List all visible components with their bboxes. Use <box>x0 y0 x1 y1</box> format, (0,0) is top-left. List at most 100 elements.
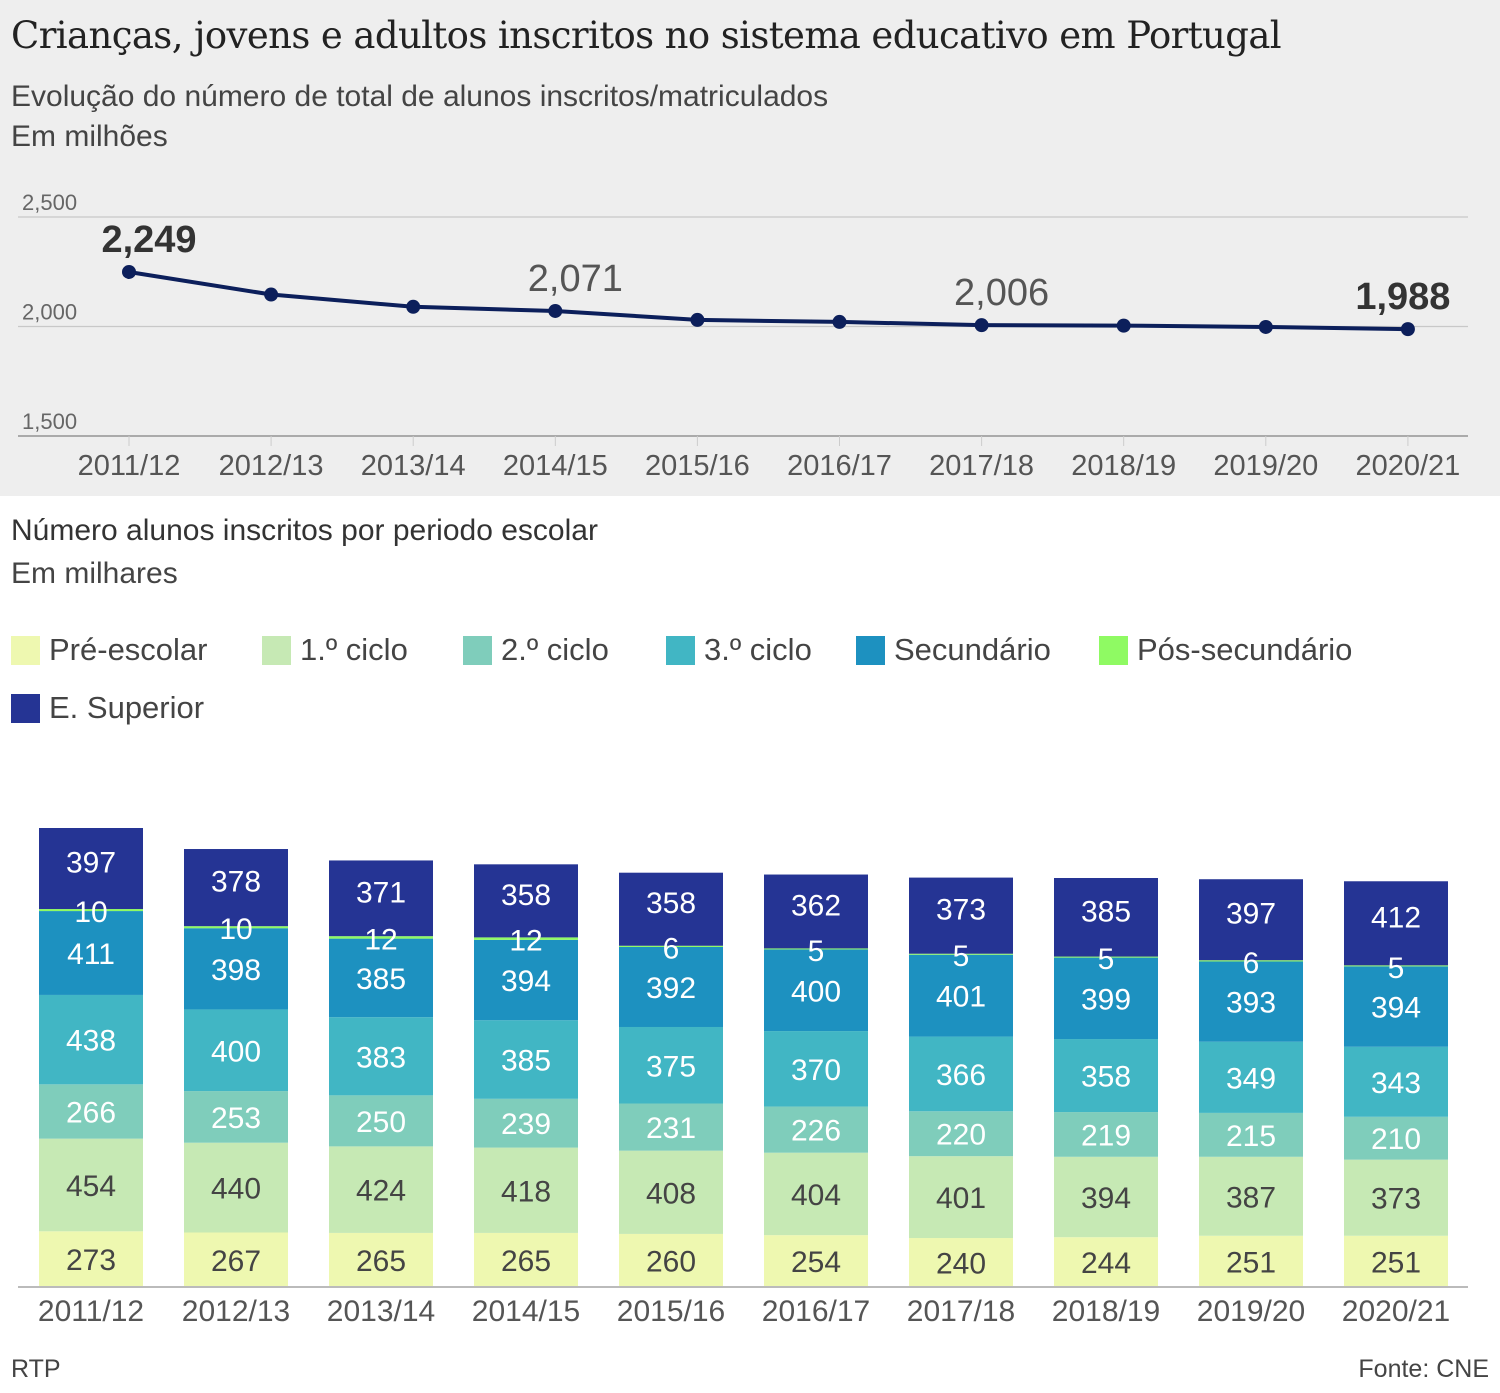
bar-value-label: 239 <box>501 1108 551 1141</box>
line-chart-unit: Em milhões <box>11 120 168 153</box>
bar-value-label: 362 <box>791 889 841 922</box>
bar-value-label: 240 <box>936 1248 986 1281</box>
x-tick-label: 2011/12 <box>78 450 181 482</box>
bar-value-label: 219 <box>1081 1119 1131 1152</box>
data-point <box>974 318 989 333</box>
source-label: Fonte: CNE <box>1358 1355 1489 1383</box>
x-tick-label: 2014/15 <box>472 1295 580 1328</box>
bar-value-label: 5 <box>808 935 825 968</box>
bar-value-label: 265 <box>501 1245 551 1278</box>
bar-value-label: 394 <box>1081 1182 1131 1215</box>
bar-segment <box>764 1152 868 1236</box>
legend-label: 3.º ciclo <box>704 632 812 667</box>
bar-segment <box>1054 1039 1158 1113</box>
data-point <box>264 287 279 302</box>
bar-value-label: 10 <box>74 896 107 929</box>
bar-value-label: 401 <box>936 981 986 1014</box>
bar-segment <box>619 1103 723 1151</box>
bar-segment <box>909 953 1013 955</box>
bar-value-label: 5 <box>1098 943 1115 976</box>
bar-segment <box>619 1026 723 1104</box>
bar-segment <box>1199 1235 1303 1287</box>
bar-segment <box>1054 957 1158 1040</box>
x-tick-label: 2012/13 <box>182 1295 290 1328</box>
x-tick-label: 2018/19 <box>1052 1295 1160 1328</box>
bar-segment <box>474 937 578 940</box>
bar-segment <box>184 1142 288 1233</box>
bar-value-label: 392 <box>646 972 696 1005</box>
bar-value-label: 10 <box>219 913 252 946</box>
bar-segment <box>1344 1046 1448 1117</box>
legend-item: Pós-secundário <box>1099 632 1352 668</box>
data-point <box>1116 318 1131 333</box>
x-tick-label: 2020/21 <box>1342 1295 1450 1328</box>
bar-segment <box>764 948 868 950</box>
bar-segment <box>1344 881 1448 966</box>
bar-value-label: 383 <box>356 1041 406 1074</box>
legend-swatch <box>11 635 40 665</box>
legend-item: Pré-escolar <box>11 632 208 668</box>
x-tick-label: 2019/20 <box>1213 450 1318 482</box>
bar-segment <box>764 949 868 1032</box>
bar-segment <box>329 1232 433 1287</box>
data-point <box>1400 322 1415 337</box>
bar-value-label: 440 <box>211 1173 261 1206</box>
data-point <box>548 303 563 318</box>
line-chart-subtitle: Evolução do número de total de alunos in… <box>11 80 829 113</box>
bar-segment <box>1054 878 1158 957</box>
bar-value-label: 397 <box>1226 898 1276 931</box>
bar-segment <box>909 1156 1013 1239</box>
bar-segment <box>184 1091 288 1143</box>
bar-value-label: 411 <box>67 938 115 971</box>
bar-segment <box>764 874 868 949</box>
bar-value-label: 6 <box>1243 947 1260 980</box>
bar-segment <box>619 1233 723 1287</box>
bar-value-label: 12 <box>509 925 542 958</box>
bar-segment <box>1199 1156 1303 1236</box>
credit-label: RTP <box>11 1355 61 1383</box>
bar-value-label: 251 <box>1371 1246 1421 1279</box>
bar-chart-subtitle: Número alunos inscritos por periodo esco… <box>11 514 598 547</box>
bar-segment <box>619 872 723 946</box>
bar-value-label: 399 <box>1081 983 1131 1016</box>
legend-item: 3.º ciclo <box>666 632 812 668</box>
x-tick-label: 2014/15 <box>503 450 608 482</box>
bar-value-label: 397 <box>66 847 116 880</box>
bar-value-label: 418 <box>501 1175 551 1208</box>
bar-value-label: 260 <box>646 1245 696 1278</box>
bar-value-label: 393 <box>1226 987 1276 1020</box>
bar-value-label: 253 <box>211 1102 261 1135</box>
bar-value-label: 375 <box>646 1050 696 1083</box>
bar-value-label: 412 <box>1371 901 1421 934</box>
bar-value-label: 358 <box>646 887 696 920</box>
bar-value-label: 267 <box>211 1245 261 1278</box>
x-tick-label: 2017/18 <box>929 450 1034 482</box>
bar-value-label: 250 <box>356 1106 406 1139</box>
bar-segment <box>1344 965 1448 967</box>
bar-segment <box>1344 1235 1448 1287</box>
legend-swatch <box>856 635 885 665</box>
bar-value-label: 387 <box>1226 1181 1276 1214</box>
bar-segment <box>329 1095 433 1147</box>
bar-segment <box>39 828 143 910</box>
bar-value-label: 398 <box>211 954 261 987</box>
bar-value-label: 454 <box>66 1170 116 1203</box>
bar-segment <box>619 946 723 1027</box>
chart-title: Crianças, jovens e adultos inscritos no … <box>11 14 1282 57</box>
bar-segment <box>909 1036 1013 1112</box>
line-chart-panel <box>0 0 1500 496</box>
bar-segment <box>184 1232 288 1287</box>
bar-value-label: 349 <box>1226 1062 1276 1095</box>
legend-swatch <box>463 635 492 665</box>
bar-value-label: 358 <box>501 879 551 912</box>
data-point <box>832 314 847 329</box>
bar-value-label: 404 <box>791 1179 841 1212</box>
legend-item: Secundário <box>856 632 1051 668</box>
bar-value-label: 373 <box>936 894 986 927</box>
bar-segment <box>474 864 578 938</box>
bar-value-label: 408 <box>646 1177 696 1210</box>
bar-segment <box>39 994 143 1085</box>
bar-segment <box>1054 1112 1158 1157</box>
x-tick-label: 2015/16 <box>617 1295 725 1328</box>
bar-value-label: 371 <box>356 876 406 909</box>
